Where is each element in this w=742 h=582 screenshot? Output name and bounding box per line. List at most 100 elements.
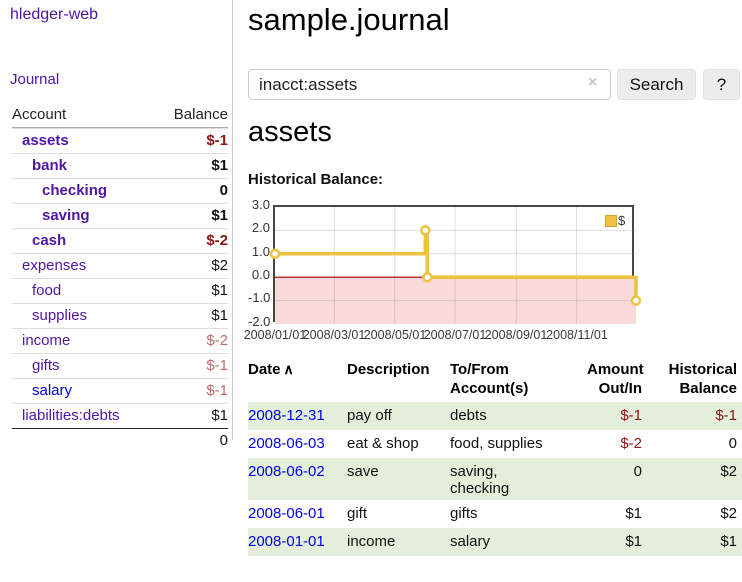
clear-search-icon[interactable]: × bbox=[588, 74, 598, 91]
account-link[interactable]: bank bbox=[32, 157, 68, 174]
account-link[interactable]: saving bbox=[42, 207, 90, 224]
register-row: 2008-06-03 eat & shop food, supplies $-2… bbox=[248, 430, 742, 458]
account-row-bank: bank $1 bbox=[12, 153, 228, 178]
negative-region-fill bbox=[275, 277, 636, 324]
main-content: sample.journal × Search ? assets Histori… bbox=[244, 0, 742, 582]
amount-cell: $-2 bbox=[620, 435, 642, 452]
balance-value: $1 bbox=[211, 307, 228, 324]
y-axis-tick: 2.0 bbox=[251, 220, 270, 235]
account-row-checking: checking 0 bbox=[12, 178, 228, 203]
balance-column-header: Historical Balance bbox=[668, 361, 737, 397]
balance-value: $2 bbox=[211, 257, 228, 274]
account-link[interactable]: salary bbox=[32, 382, 73, 399]
balance-value: $1 bbox=[211, 207, 228, 224]
account-row-cash: cash $-2 bbox=[12, 228, 228, 253]
register-row: 2008-01-01 income salary $1 $1 bbox=[248, 528, 742, 556]
description-cell: gift bbox=[347, 505, 368, 522]
y-axis-tick: 1.0 bbox=[251, 244, 270, 259]
account-row-expenses: expenses $2 bbox=[12, 253, 228, 278]
plot-area: $ bbox=[269, 205, 642, 324]
description-cell: eat & shop bbox=[347, 435, 419, 452]
balance-value: $-1 bbox=[206, 357, 228, 374]
account-row-income: income $-2 bbox=[12, 328, 228, 353]
y-axis-tick: -2.0 bbox=[248, 314, 271, 329]
account-link[interactable]: gifts bbox=[32, 357, 60, 374]
chart-legend: $ bbox=[605, 213, 625, 228]
date-column-header[interactable]: Date ∧ bbox=[248, 361, 294, 378]
amount-cell: 0 bbox=[633, 463, 642, 480]
page-title: sample.journal bbox=[248, 2, 450, 37]
description-cell: save bbox=[347, 463, 379, 480]
account-heading: assets bbox=[248, 116, 332, 148]
register-row: 2008-06-02 save saving, checking 0 $2 bbox=[248, 458, 742, 500]
description-cell: income bbox=[347, 533, 396, 550]
balance-value: $-2 bbox=[206, 332, 228, 349]
description-column-header: Description bbox=[347, 361, 430, 378]
app-title-link[interactable]: hledger-web bbox=[10, 6, 99, 23]
data-point-markers bbox=[269, 225, 642, 306]
sidebar-item-journal[interactable]: Journal bbox=[10, 71, 60, 88]
balance-value: $1 bbox=[211, 282, 228, 299]
description-cell: pay off bbox=[347, 407, 392, 424]
legend-label: $ bbox=[618, 213, 626, 228]
balance-cell: $1 bbox=[720, 533, 737, 550]
search-form: × Search ? bbox=[248, 69, 742, 100]
accounts-total-row: 0 bbox=[12, 428, 228, 453]
account-link[interactable]: liabilities:debts bbox=[22, 407, 120, 424]
accounts-table-header: Account Balance bbox=[12, 103, 228, 128]
accounts-cell: saving, checking bbox=[450, 463, 510, 497]
balance-value: $-1 bbox=[206, 132, 228, 149]
search-button[interactable]: Search bbox=[617, 69, 696, 100]
account-link[interactable]: supplies bbox=[32, 307, 88, 324]
chart-title: Historical Balance: bbox=[248, 171, 384, 188]
amount-column-header: Amount Out/In bbox=[587, 361, 644, 397]
date-link[interactable]: 2008-06-01 bbox=[248, 505, 325, 522]
x-axis-tick: 2008/11/01 bbox=[546, 328, 608, 342]
account-link[interactable]: assets bbox=[22, 132, 69, 149]
balance-value: $-2 bbox=[206, 232, 228, 249]
balance-value: 0 bbox=[219, 182, 228, 199]
date-link[interactable]: 2008-12-31 bbox=[248, 407, 325, 424]
account-row-liabilities-debts: liabilities:debts $1 bbox=[12, 403, 228, 428]
accounts-cell: gifts bbox=[450, 505, 478, 522]
y-axis-tick: -1.0 bbox=[248, 290, 271, 305]
x-axis-tick: 2008/03/01 bbox=[302, 328, 366, 342]
account-link[interactable]: cash bbox=[32, 232, 67, 249]
x-axis-tick: 2008/01/01 bbox=[243, 328, 307, 342]
search-input[interactable] bbox=[248, 69, 611, 100]
balance-cell: $2 bbox=[720, 463, 737, 480]
amount-cell: $1 bbox=[625, 505, 642, 522]
account-row-gifts: gifts $-1 bbox=[12, 353, 228, 378]
date-link[interactable]: 2008-06-02 bbox=[248, 463, 325, 480]
account-row-assets: assets $-1 bbox=[12, 128, 228, 153]
account-row-food: food $1 bbox=[12, 278, 228, 303]
register-table: Date ∧ Description To/From Account(s) Amo… bbox=[248, 360, 742, 556]
account-row-salary: salary $-1 bbox=[12, 378, 228, 403]
balance-cell: $2 bbox=[720, 505, 737, 522]
account-link[interactable]: food bbox=[32, 282, 62, 299]
account-row-supplies: supplies $1 bbox=[12, 303, 228, 328]
accounts-table: Account Balance assets $-1 bank $1 check… bbox=[12, 103, 228, 453]
x-axis-tick: 2008/05/01 bbox=[363, 328, 427, 342]
help-button[interactable]: ? bbox=[703, 69, 740, 100]
account-link[interactable]: checking bbox=[42, 182, 108, 199]
balance-cell: $-1 bbox=[715, 407, 737, 424]
historical-balance-chart: 3.0 2.0 1.0 0.0 -1.0 -2.0 bbox=[244, 197, 742, 345]
chart-canvas bbox=[269, 207, 642, 324]
x-axis-tick: 2008/09/01 bbox=[484, 328, 548, 342]
register-row: 2008-12-31 pay off debts $-1 $-1 bbox=[248, 402, 742, 430]
date-link[interactable]: 2008-01-01 bbox=[248, 533, 325, 550]
register-row: 2008-06-01 gift gifts $1 $2 bbox=[248, 500, 742, 528]
account-link[interactable]: income bbox=[22, 332, 71, 349]
accounts-column-header: To/From Account(s) bbox=[450, 361, 529, 397]
y-axis-tick: 3.0 bbox=[251, 197, 270, 212]
date-link[interactable]: 2008-06-03 bbox=[248, 435, 325, 452]
total-balance-value: 0 bbox=[219, 432, 228, 449]
balance-value: $1 bbox=[211, 157, 228, 174]
account-link[interactable]: expenses bbox=[22, 257, 87, 274]
amount-cell: $1 bbox=[625, 533, 642, 550]
account-row-saving: saving $1 bbox=[12, 203, 228, 228]
account-column-header: Account bbox=[12, 106, 67, 123]
y-axis-tick: 0.0 bbox=[251, 267, 270, 282]
